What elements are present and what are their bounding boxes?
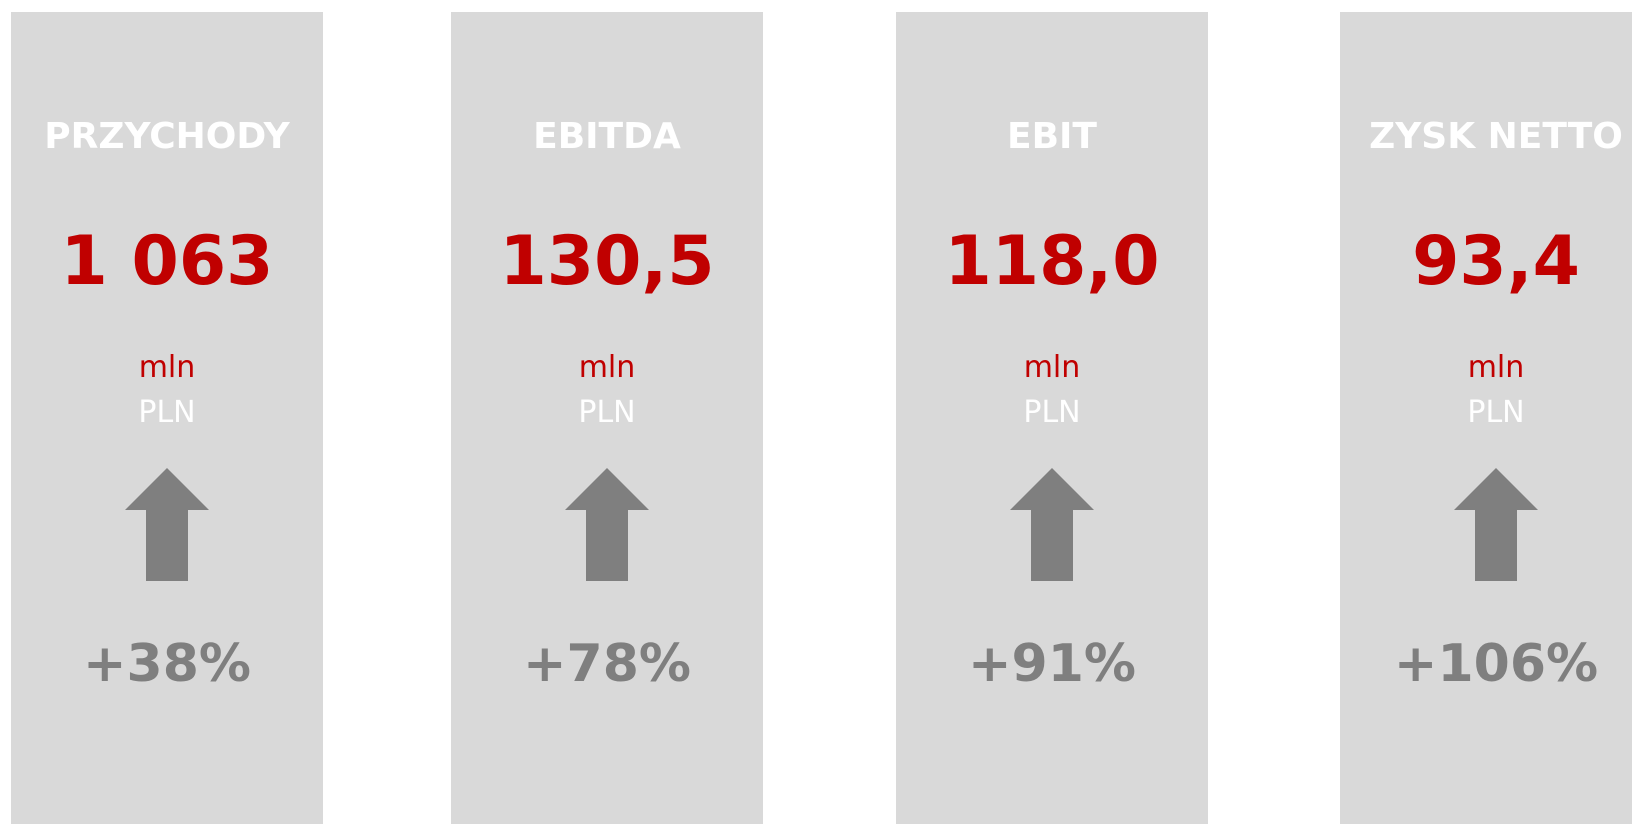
kpi-title: PRZYCHODY — [44, 116, 290, 157]
arrow-shape — [125, 468, 209, 581]
kpi-change: +91% — [967, 634, 1137, 694]
kpi-card: EBITDA 130,5 mln PLN +78% — [451, 12, 763, 824]
kpi-card: PRZYCHODY 1 063 mln PLN +38% — [11, 12, 323, 824]
up-arrow — [125, 468, 209, 581]
kpi-currency: PLN — [1023, 395, 1081, 430]
kpi-card: EBIT 118,0 mln PLN +91% — [896, 12, 1208, 824]
kpi-unit: mln — [1467, 350, 1525, 385]
up-arrow — [1454, 468, 1538, 581]
kpi-unit: mln — [578, 350, 636, 385]
up-arrow — [1010, 468, 1094, 581]
kpi-value: 93,4 — [1412, 222, 1580, 301]
arrow-shape — [1454, 468, 1538, 581]
kpi-value: 130,5 — [499, 222, 715, 301]
kpi-card: ZYSK NETTO 93,4 mln PLN +106% — [1340, 12, 1632, 824]
kpi-title: EBIT — [1007, 116, 1097, 157]
kpi-value: 118,0 — [944, 222, 1160, 301]
kpi-currency: PLN — [1467, 395, 1525, 430]
kpi-value: 1 063 — [60, 222, 274, 301]
arrow-shape — [1010, 468, 1094, 581]
kpi-change: +38% — [82, 634, 252, 694]
kpi-currency: PLN — [578, 395, 636, 430]
kpi-change: +106% — [1393, 634, 1599, 694]
arrow-shape — [565, 468, 649, 581]
up-arrow — [565, 468, 649, 581]
kpi-unit: mln — [138, 350, 196, 385]
kpi-unit: mln — [1023, 350, 1081, 385]
kpi-currency: PLN — [138, 395, 196, 430]
kpi-title: ZYSK NETTO — [1369, 116, 1623, 157]
kpi-title: EBITDA — [533, 116, 681, 157]
kpi-change: +78% — [522, 634, 692, 694]
